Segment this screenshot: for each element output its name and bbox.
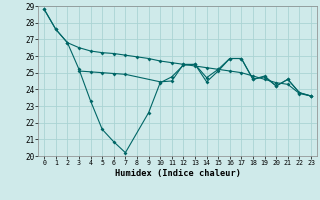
X-axis label: Humidex (Indice chaleur): Humidex (Indice chaleur) <box>115 169 241 178</box>
